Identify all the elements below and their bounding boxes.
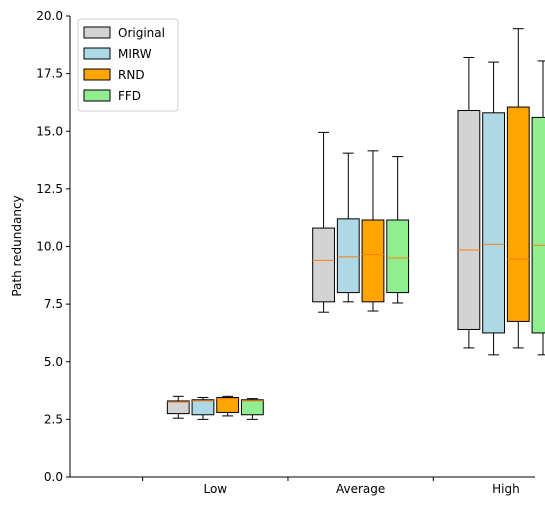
box-body — [312, 227, 335, 303]
box-rnd-high — [506, 28, 530, 349]
y-tick-label: 5.0 — [44, 355, 63, 369]
box-ffd-high — [531, 60, 545, 356]
box-ffd-low — [240, 398, 264, 420]
y-tick-label: 15.0 — [36, 124, 63, 138]
box-rnd-low — [216, 395, 240, 417]
box-original-low — [166, 395, 190, 419]
box-body — [361, 219, 385, 303]
box-body — [166, 400, 190, 415]
legend: Original MIRW RND FFD — [77, 18, 179, 112]
y-tick-label: 0.0 — [44, 470, 63, 484]
y-tick-label: 2.5 — [44, 412, 63, 426]
y-tick-label: 7.5 — [44, 297, 63, 311]
box-body — [386, 219, 410, 294]
x-tick-label-high: High — [492, 482, 520, 496]
y-tick-label: 17.5 — [36, 67, 63, 81]
x-tick-label-average: Average — [336, 482, 385, 496]
box-body — [482, 112, 505, 334]
box-body — [531, 116, 545, 334]
y-tick-label: 20.0 — [36, 9, 63, 23]
legend-swatch-original — [83, 26, 111, 39]
x-tick-label-low: Low — [203, 482, 227, 496]
box-ffd-average — [386, 156, 410, 304]
legend-frame — [77, 18, 179, 112]
legend-swatch-rnd — [83, 68, 111, 81]
legend-label-mirw: MIRW — [118, 47, 152, 61]
box-rnd-average — [361, 150, 385, 312]
box-original-average — [312, 131, 335, 313]
y-tick-label: 10.0 — [36, 240, 63, 254]
box-body — [240, 399, 264, 416]
legend-label-ffd: FFD — [118, 89, 141, 103]
box-body — [216, 396, 240, 413]
box-body — [506, 106, 530, 322]
box-mirw-high — [482, 61, 505, 356]
legend-swatch-mirw — [83, 47, 111, 60]
axes-layer: 0.0 2.5 5.0 7.5 10.0 12.5 15.0 17.5 20.0 Low Avera… — [36, 9, 535, 496]
box-mirw-average — [336, 152, 360, 303]
y-axis-label: Path redundancy — [10, 195, 24, 296]
box-body — [457, 110, 481, 330]
box-body — [336, 218, 360, 294]
legend-label-original: Original — [118, 26, 165, 40]
box-mirw-low — [191, 396, 215, 420]
legend-label-rnd: RND — [118, 68, 145, 82]
box-body — [191, 399, 215, 416]
box-original-high — [457, 56, 481, 349]
legend-swatch-ffd — [83, 89, 111, 102]
boxes-layer — [166, 28, 545, 420]
y-tick-label: 12.5 — [36, 182, 63, 196]
